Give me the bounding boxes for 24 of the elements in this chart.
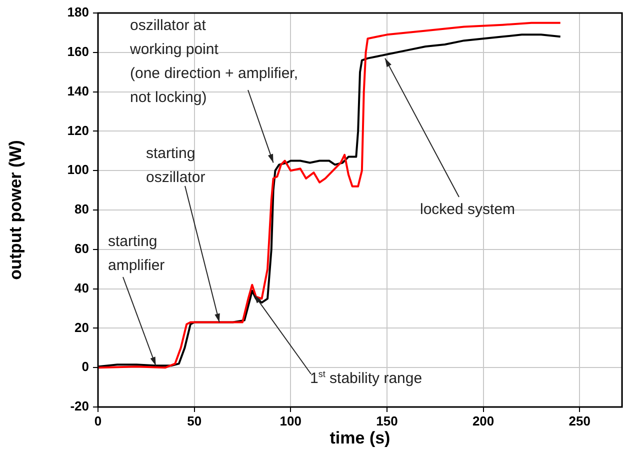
x-tick-label: 100 [280, 413, 302, 428]
x-axis-title: time (s) [330, 428, 390, 448]
x-tick-label: 250 [568, 413, 590, 428]
y-tick-label: 80 [74, 202, 89, 217]
y-tick-label: 0 [82, 359, 89, 374]
x-tick-label: 150 [376, 413, 398, 428]
y-tick-label: 120 [67, 122, 89, 138]
y-tick-label: 40 [74, 280, 89, 296]
y-tick-label: 140 [67, 83, 89, 98]
x-tick-label: 200 [472, 413, 494, 428]
y-axis-title: output power (W) [6, 140, 25, 280]
annotation: oszillator at working point (one direction + amplifier, not locking) [130, 16, 298, 108]
x-tick-label: 50 [187, 413, 202, 428]
y-tick-label: 180 [67, 4, 89, 20]
x-tick-label: 0 [94, 413, 102, 428]
annotation: starting oszillator [146, 144, 206, 188]
annotation: locked system [420, 200, 516, 220]
y-tick-label: 100 [67, 162, 89, 178]
y-tick-label: -20 [70, 398, 89, 414]
y-tick-label: 160 [67, 44, 89, 59]
y-tick-label: 60 [74, 240, 89, 256]
y-tick-label: 20 [74, 320, 89, 335]
annotation: 1$^{st}$ stability range [310, 368, 422, 389]
annotation: starting amplifier [108, 232, 165, 276]
